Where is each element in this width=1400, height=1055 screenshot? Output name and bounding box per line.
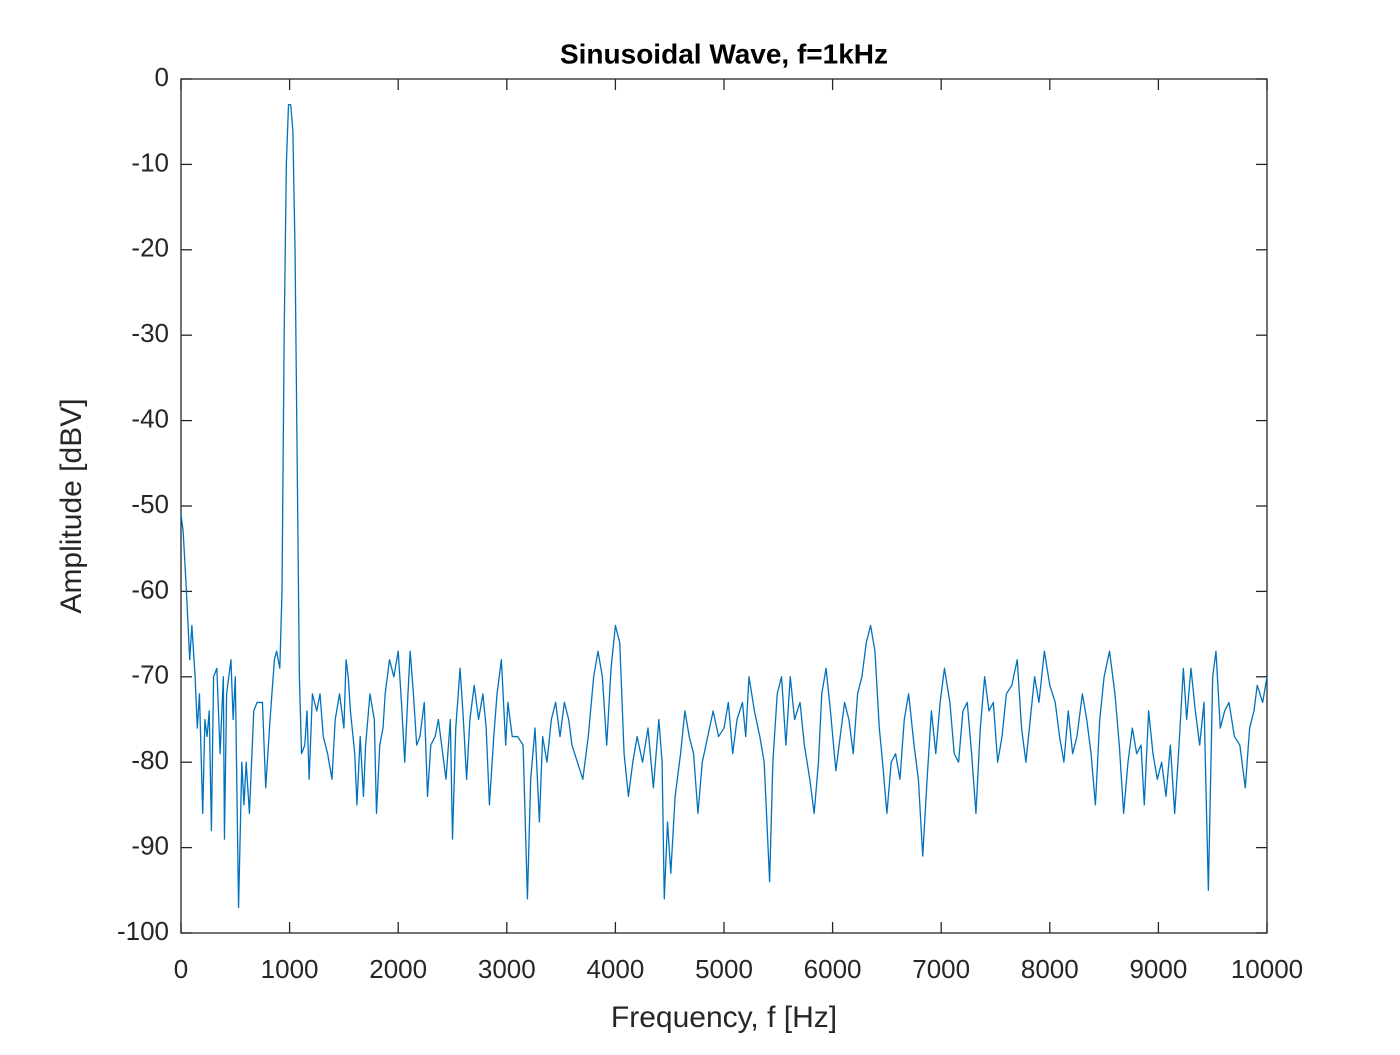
y-tick-label: -30 xyxy=(131,318,169,348)
x-tick-label: 10000 xyxy=(1231,954,1303,984)
y-tick-label: 0 xyxy=(155,62,169,92)
data-line xyxy=(180,103,1268,909)
plot-area xyxy=(180,78,1268,934)
x-tick-label: 6000 xyxy=(804,954,862,984)
x-tick-label: 1000 xyxy=(261,954,319,984)
x-tick-label: 3000 xyxy=(478,954,536,984)
y-tick-label: -90 xyxy=(131,830,169,860)
x-axis-label: Frequency, f [Hz] xyxy=(611,1001,837,1034)
chart-title: Sinusoidal Wave, f=1kHz xyxy=(560,38,888,69)
y-tick-label: -40 xyxy=(131,403,169,433)
x-tick-label: 5000 xyxy=(695,954,753,984)
x-tick-label: 9000 xyxy=(1129,954,1187,984)
y-tick-label: -60 xyxy=(131,574,169,604)
y-tick-label: -80 xyxy=(131,745,169,775)
y-tick-label: -100 xyxy=(117,916,169,946)
x-tick-label: 7000 xyxy=(912,954,970,984)
x-tick-label: 8000 xyxy=(1021,954,1079,984)
x-tick-label: 0 xyxy=(174,954,188,984)
x-tick-label: 4000 xyxy=(586,954,644,984)
y-axis-label: Amplitude [dBV] xyxy=(55,398,88,613)
y-tick-label: -10 xyxy=(131,147,169,177)
y-tick-label: -50 xyxy=(131,489,169,519)
x-tick-label: 2000 xyxy=(369,954,427,984)
y-tick-label: -20 xyxy=(131,233,169,263)
y-tick-label: -70 xyxy=(131,660,169,690)
